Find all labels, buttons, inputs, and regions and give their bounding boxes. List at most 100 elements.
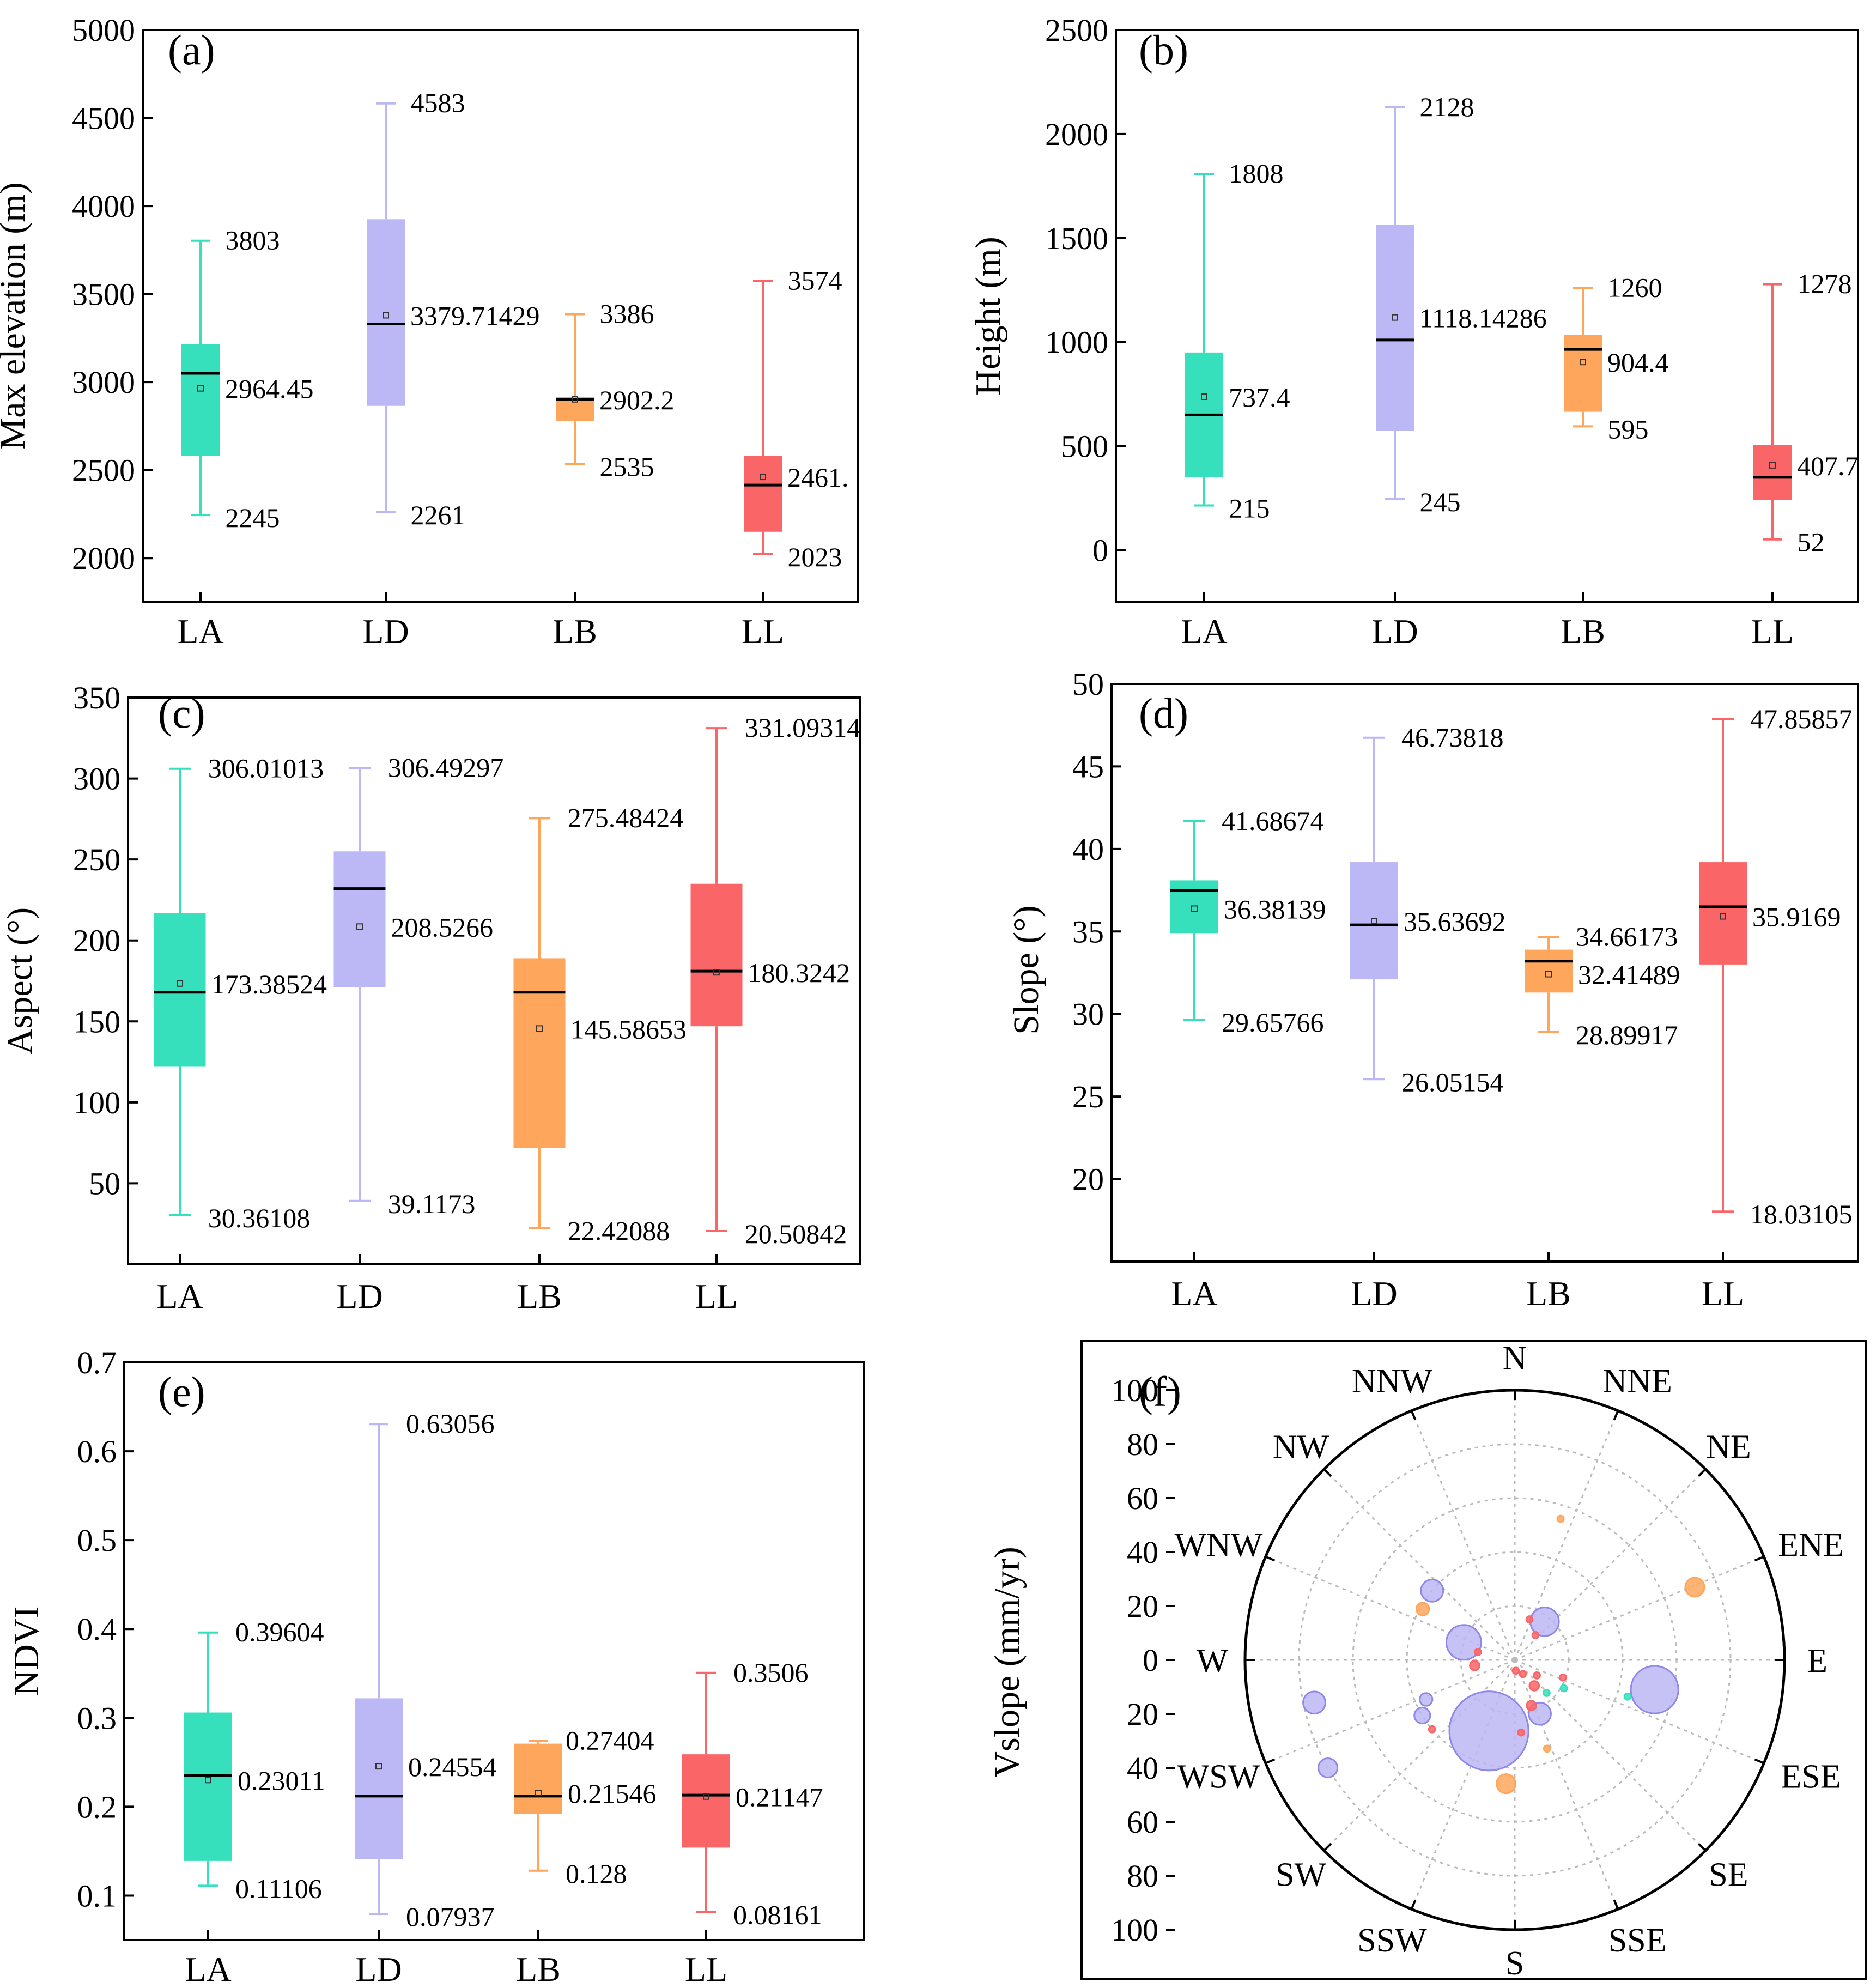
angle-tick [1613,1899,1619,1910]
angle-tick [1754,1758,1765,1765]
min-label: 0.11106 [235,1873,322,1904]
panel-4: 0.1 0.2 0.3 0.4 0.5 0.6 0.7 LA LD LB LL NDVI (e) 0.39… [7,1345,865,1988]
mean-label: 208.5266 [391,912,494,942]
r-tick-label: 60 [1127,1804,1158,1840]
y-tick-label: 3500 [72,277,135,312]
mean-label: 0.24554 [408,1751,497,1782]
mean-marker [177,980,183,987]
max-label: 1808 [1229,158,1284,189]
box-LL: 47.85857 35.9169 18.03105 [1699,704,1853,1229]
bubble-LD [1448,1690,1529,1772]
mean-marker [536,1025,543,1032]
y-tick-label: 0.2 [77,1789,117,1825]
mean-label: 36.38139 [1224,894,1326,924]
r-tick-label: 100 [1111,1373,1158,1408]
max-label: 0.39604 [235,1617,324,1647]
box-LD: 4583 3379.71429 2261 [367,88,540,530]
max-label: 46.73818 [1401,722,1504,753]
max-label: 306.49297 [388,752,504,783]
box-LA: 1808 737.4 215 [1185,158,1290,523]
min-label: 26.05154 [1401,1066,1504,1097]
y-tick-label: 4500 [72,101,135,136]
box-LB: 1260 904.4 595 [1564,272,1669,444]
max-label: 41.68674 [1222,805,1324,836]
mean-label: 904.4 [1607,347,1669,378]
min-label: 2535 [600,451,654,482]
min-label: 30.36108 [208,1203,311,1233]
category-label: LA [1171,1274,1217,1313]
max-label: 3574 [788,265,842,296]
grid-spoke [1323,1468,1516,1661]
bubble-LD [1302,1690,1326,1715]
y-tick-label: 0 [1092,533,1108,568]
plot-frame [123,1361,865,1941]
mean-marker [1201,393,1207,400]
bubble-LL [1473,1648,1482,1656]
y-tick-label: 2500 [72,453,135,488]
mean-marker [1580,359,1586,366]
category-label: LB [517,1277,562,1316]
y-tick-label: 0.1 [77,1878,117,1913]
box-body [682,1754,730,1848]
direction-label: SW [1276,1856,1326,1893]
box-body [181,344,220,456]
mean-marker [703,1793,709,1800]
max-label: 34.66173 [1576,922,1678,952]
y-tick-label: 40 [1072,832,1104,867]
y-tick-label: 50 [89,1166,120,1201]
category-label: LD [362,612,409,651]
plot-frame [1110,683,1859,1263]
min-label: 2261 [411,500,465,530]
direction-label: ESE [1781,1758,1841,1795]
y-tick-label: 0.7 [77,1345,117,1380]
y-tick-label: 200 [73,923,120,959]
min-label: 595 [1608,414,1649,444]
box-body [1170,880,1218,934]
bubble-LB [1415,1602,1430,1616]
max-label: 3803 [226,225,280,256]
r-tick-label: 40 [1127,1750,1158,1786]
max-label: 1260 [1608,272,1662,302]
box-LA: 3803 2964.45 2245 [181,225,314,533]
box-body [513,958,566,1148]
y-axis-title: Aspect (°) [0,907,40,1054]
category-label: LB [1526,1274,1571,1313]
angle-tick [1410,1410,1417,1421]
grid-spoke [1514,1556,1764,1661]
mean-marker [1191,905,1198,912]
panel-2: 50 100 150 200 250 300 350 LA LD LB LL Aspect (°) (c… [0,680,861,1316]
bubble-LL [1533,1671,1541,1680]
bubble-LD [1445,1624,1482,1661]
y-axis-title: NDVI [7,1607,46,1696]
bubble-LL [1511,1666,1520,1675]
panel-0: 2000 2500 3000 3500 4000 4500 5000 LA LD LB LL Max … [0,13,859,651]
direction-label: NW [1273,1429,1329,1466]
mean-marker [1371,917,1377,924]
bubble-LA [1543,1689,1551,1697]
mean-label: 173.38524 [211,969,327,999]
r-tick-label: 80 [1127,1427,1158,1462]
bubble-LL [1517,1728,1526,1737]
mean-label: 2902.2 [599,385,675,415]
plot-frame [1115,29,1859,603]
mean-label: 0.21147 [736,1782,823,1813]
mean-label: 737.4 [1229,382,1290,413]
mean-label: 2964.45 [225,374,314,404]
direction-label: E [1807,1642,1828,1680]
y-tick-label: 3000 [72,365,135,400]
angle-tick [1754,1555,1765,1562]
min-label: 52 [1798,527,1825,557]
outer-circle [1243,1389,1786,1931]
y-tick-label: 25 [1072,1079,1104,1114]
max-label: 0.63056 [406,1408,495,1439]
bubbles [1302,1514,1705,1795]
bubble-LL [1526,1700,1537,1712]
min-label: 0.128 [566,1858,627,1889]
angle-tick [1410,1899,1417,1910]
r-tick-label: 20 [1127,1696,1158,1732]
mean-label: 35.63692 [1404,906,1506,937]
mean-marker [197,385,204,392]
box-body [154,913,206,1067]
min-label: 215 [1229,493,1270,523]
bubble-LL [1469,1660,1480,1671]
